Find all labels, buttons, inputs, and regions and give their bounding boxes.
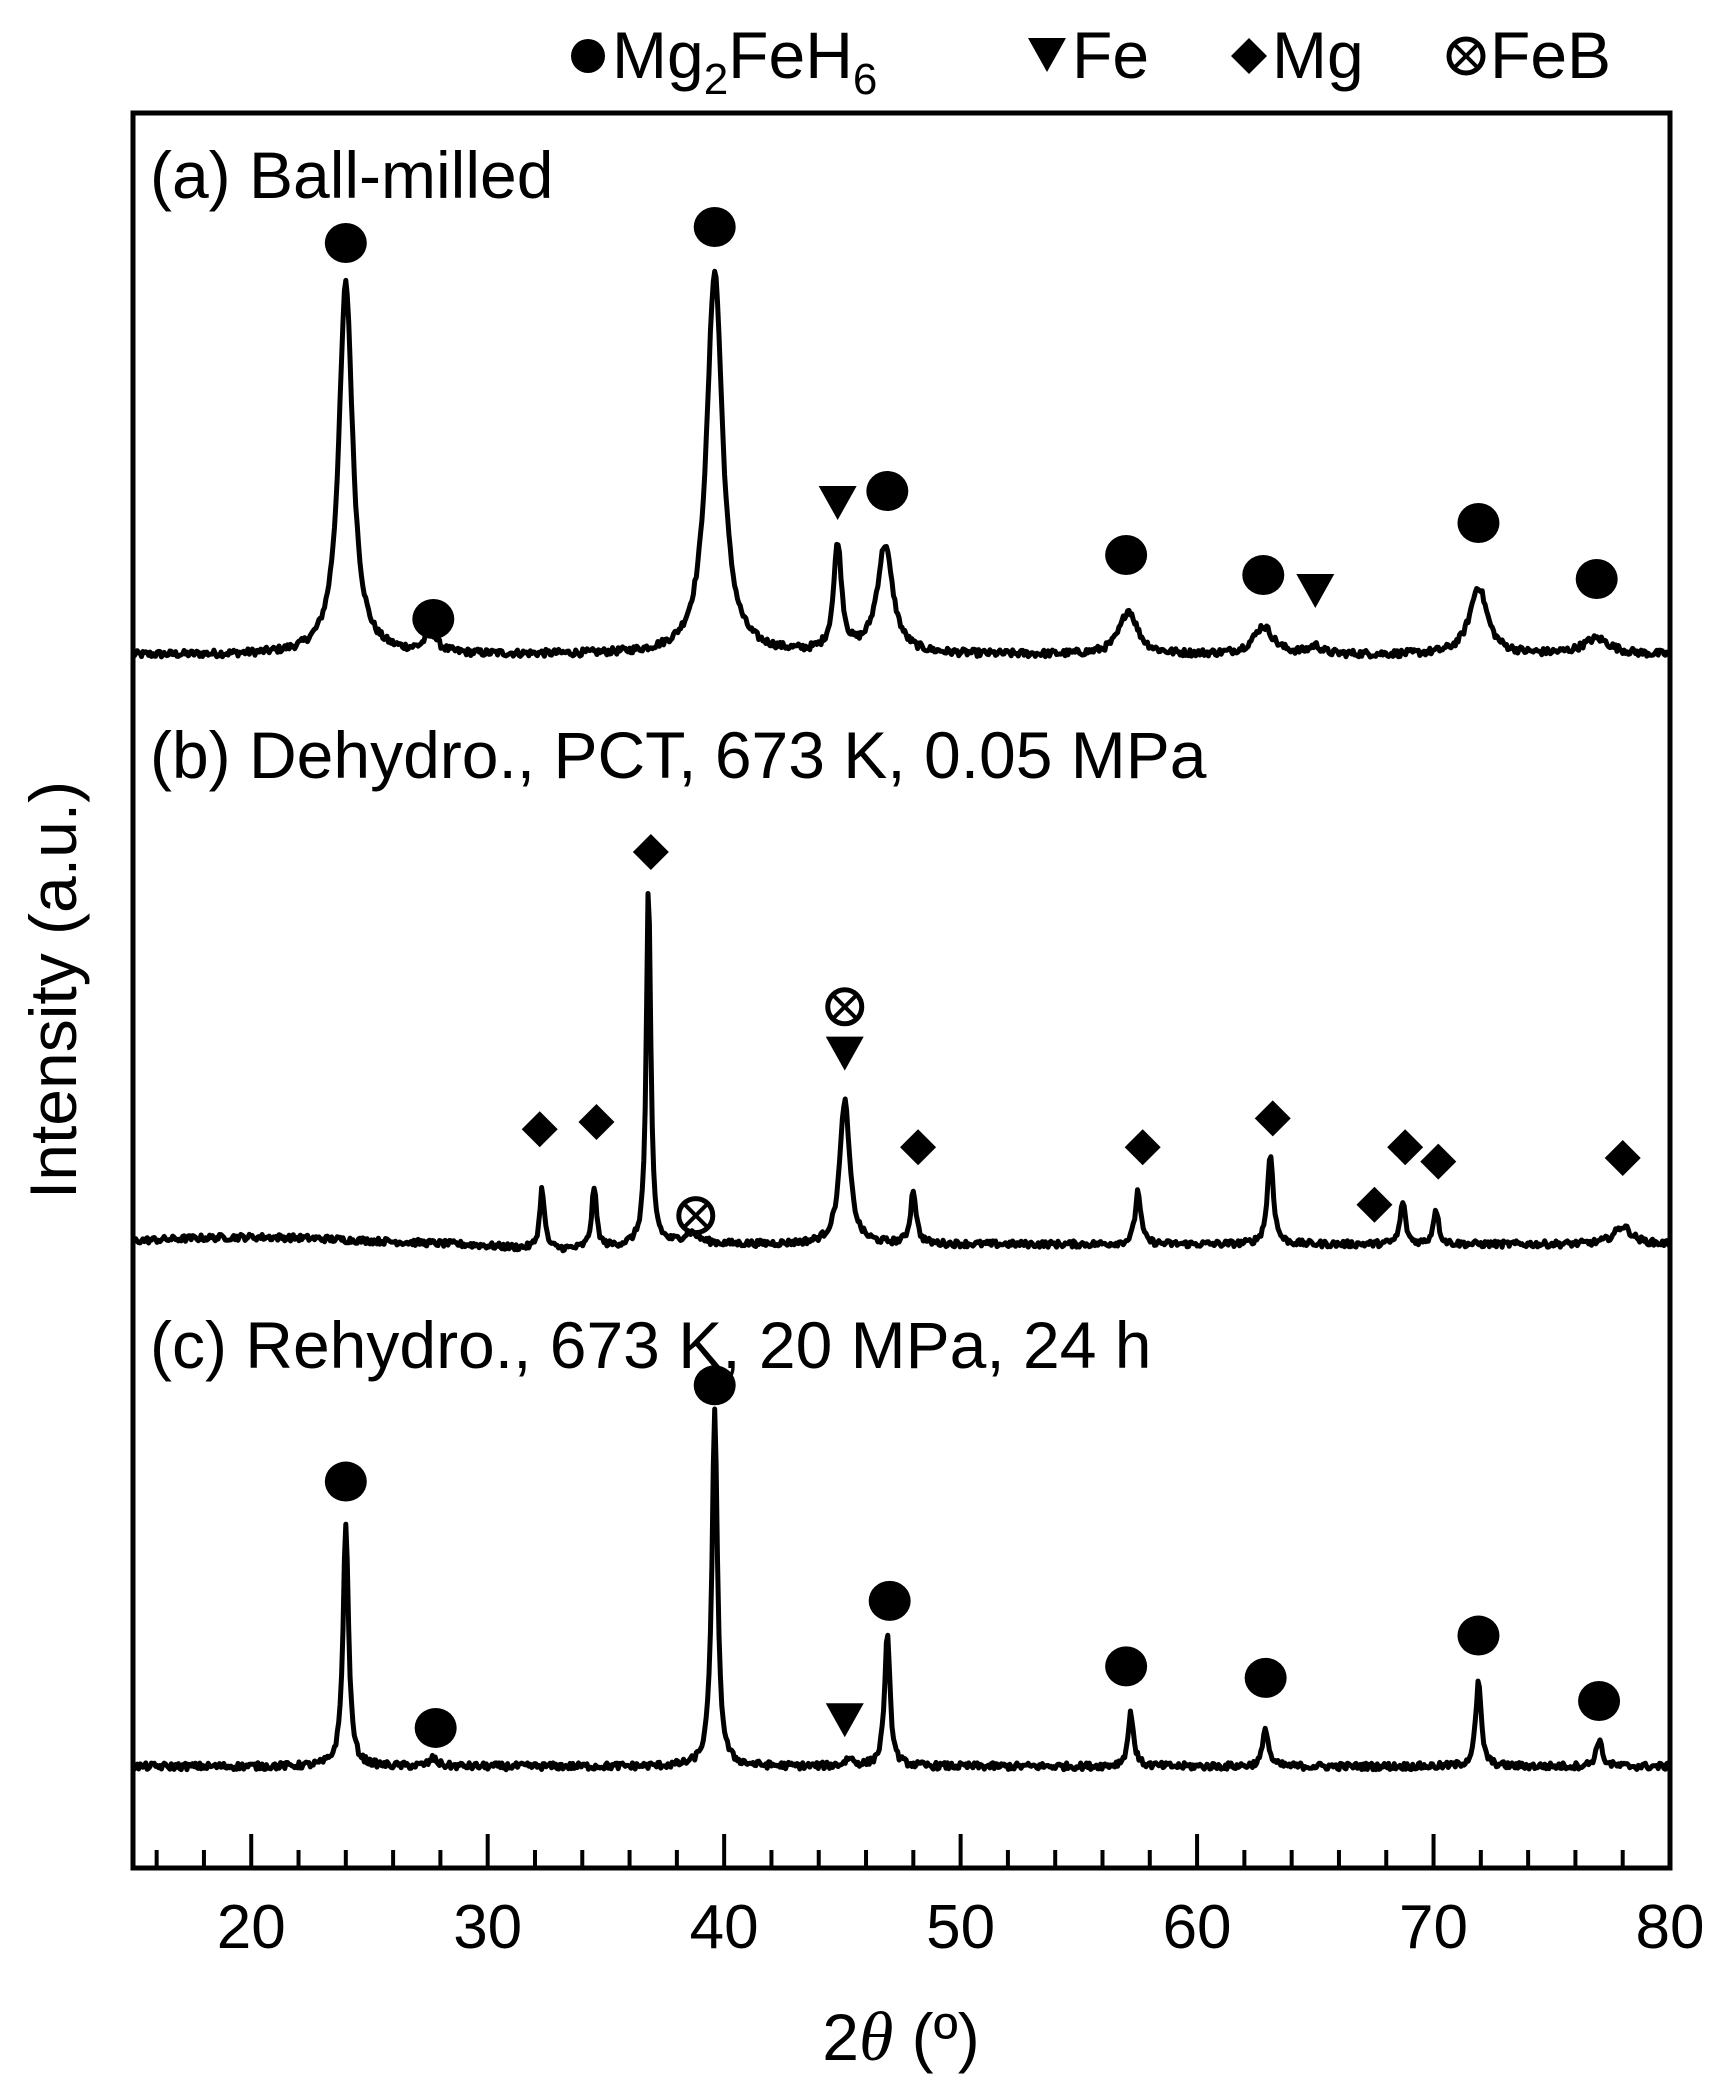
diamond-marker xyxy=(900,1129,937,1166)
x-tick-label: 80 xyxy=(1636,1893,1705,1962)
x-tick-label: 60 xyxy=(1163,1893,1232,1962)
triangle-marker xyxy=(1296,574,1335,608)
diamond-marker xyxy=(1124,1129,1161,1166)
otimes-marker xyxy=(676,1196,716,1236)
panel-label-a: (a) Ball-milled xyxy=(150,138,553,212)
diamond-marker xyxy=(1254,1100,1291,1137)
x-tick-label: 40 xyxy=(690,1893,759,1962)
legend-otimes-icon xyxy=(1446,36,1486,76)
traces xyxy=(130,268,1672,1773)
circle-marker xyxy=(324,1461,367,1502)
x-tick-label: 50 xyxy=(926,1893,995,1962)
circle-marker xyxy=(868,1580,911,1621)
plot-frame xyxy=(130,110,1673,1871)
circle-marker xyxy=(324,223,367,263)
circle-marker xyxy=(412,599,455,639)
x-tick-label: 30 xyxy=(453,1893,522,1962)
triangle-marker xyxy=(818,486,857,520)
legend-label-fe: Fe xyxy=(1072,18,1149,92)
diamond-marker xyxy=(632,834,669,870)
diamond-marker xyxy=(578,1104,615,1140)
peak-markers xyxy=(324,207,1641,1748)
x-tick-label: 20 xyxy=(217,1893,286,1962)
legend-label-mg2feh6: Mg2FeH6 xyxy=(612,18,877,104)
xrd-trace-3 xyxy=(130,1406,1672,1773)
diamond-marker xyxy=(521,1111,558,1148)
circle-marker xyxy=(1575,559,1618,599)
panel-label-b: (b) Dehydro., PCT, 673 K, 0.05 MPa xyxy=(150,718,1207,792)
circle-marker xyxy=(693,207,736,247)
circle-marker xyxy=(1105,1646,1148,1687)
diamond-marker xyxy=(1420,1143,1457,1180)
legend: Mg2FeH6 Fe Mg FeB xyxy=(571,18,1611,104)
circle-marker xyxy=(693,1365,736,1406)
circle-marker xyxy=(1105,535,1148,575)
panel-label-c: (c) Rehydro., 673 K, 20 MPa, 24 h xyxy=(150,1308,1152,1382)
diamond-marker xyxy=(1387,1129,1424,1166)
circle-marker xyxy=(414,1707,457,1748)
diamond-marker xyxy=(1356,1186,1393,1223)
y-axis-title: Intensity (a.u.) xyxy=(16,781,90,1199)
x-axis-tick-labels: 20 30 40 50 60 70 80 xyxy=(217,1893,1705,1962)
x-tick-label: 70 xyxy=(1399,1893,1468,1962)
diamond-marker xyxy=(1604,1140,1641,1176)
x-axis-ticks xyxy=(154,1834,1672,1868)
legend-triangle-icon xyxy=(1028,38,1066,72)
legend-label-feb: FeB xyxy=(1490,18,1611,92)
legend-diamond-icon xyxy=(1231,38,1267,74)
triangle-marker xyxy=(825,1703,864,1738)
triangle-marker xyxy=(825,1036,864,1071)
x-axis-title: 2θ (º) xyxy=(822,1999,980,2076)
circle-marker xyxy=(866,471,909,511)
legend-circle-icon xyxy=(571,39,605,73)
circle-marker xyxy=(1457,1615,1500,1656)
legend-label-mg: Mg xyxy=(1272,18,1364,92)
otimes-marker xyxy=(825,987,865,1027)
circle-marker xyxy=(1244,1657,1287,1698)
circle-marker xyxy=(1242,555,1285,595)
xrd-trace-1 xyxy=(130,268,1672,660)
circle-marker xyxy=(1578,1681,1621,1721)
circle-marker xyxy=(1457,503,1500,543)
xrd-trace-2 xyxy=(130,891,1672,1254)
